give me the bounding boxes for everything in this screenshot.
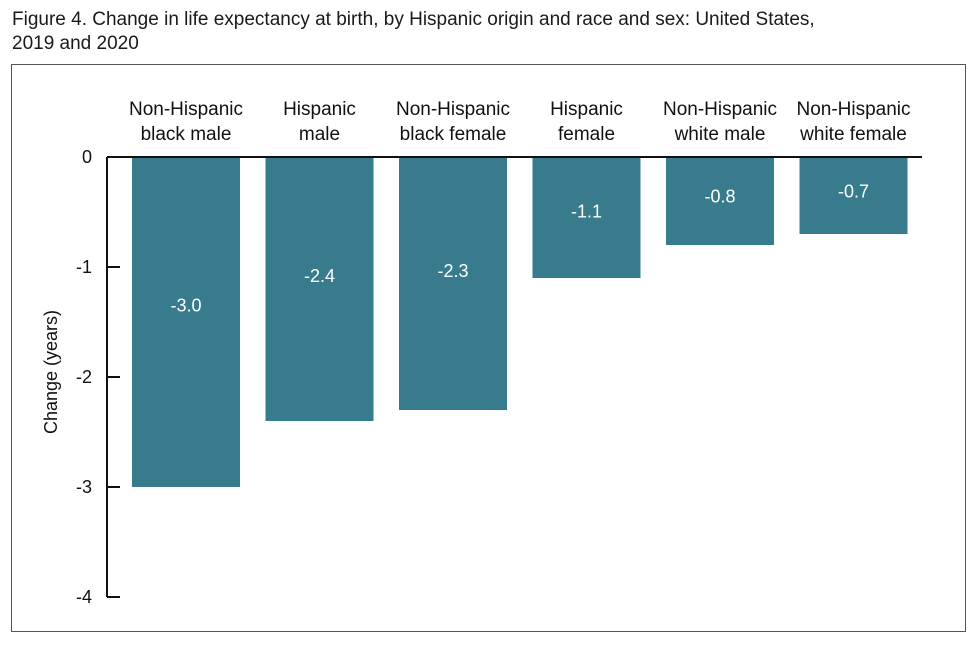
bars-group	[132, 157, 908, 487]
category-label: white male	[674, 124, 766, 145]
bar	[399, 157, 507, 410]
data-label: -2.4	[304, 266, 335, 286]
y-tick-label: -2	[76, 367, 92, 387]
data-label: -0.7	[838, 182, 869, 202]
data-label: -1.1	[571, 201, 602, 221]
category-label: black male	[141, 124, 232, 145]
y-tick-label: -1	[76, 257, 92, 277]
bar	[666, 157, 774, 245]
bar	[799, 157, 908, 234]
labels-group: -3.0 Non-Hispanic black male -2.4 Hispanic ma…	[129, 99, 911, 316]
bar	[265, 157, 374, 421]
category-label: white female	[799, 124, 907, 145]
bar	[532, 157, 641, 278]
category-label: female	[558, 124, 615, 145]
figure-title: Figure 4. Change in life expectancy at b…	[12, 8, 962, 56]
category-label: black female	[400, 124, 507, 145]
y-tick-label: -3	[76, 477, 92, 497]
category-label: Non-Hispanic	[663, 99, 777, 120]
figure-title-line-1: Figure 4. Change in life expectancy at b…	[12, 9, 815, 30]
y-axis: 0 -1 -2 -3 -4 Change (years)	[41, 147, 922, 607]
category-label: male	[299, 124, 340, 145]
bar	[132, 157, 240, 487]
data-label: -0.8	[704, 187, 735, 207]
data-label: -2.3	[437, 261, 468, 281]
category-label: Non-Hispanic	[129, 99, 243, 120]
category-label: Non-Hispanic	[796, 99, 910, 120]
category-label: Hispanic	[550, 99, 623, 120]
category-label: Hispanic	[283, 99, 356, 120]
y-tick-label: -4	[76, 587, 92, 607]
y-axis-title: Change (years)	[41, 310, 61, 434]
y-tick-label: 0	[82, 147, 92, 167]
data-label: -3.0	[170, 296, 201, 316]
chart-frame	[11, 64, 966, 632]
category-label: Non-Hispanic	[396, 99, 510, 120]
figure-title-line-2: 2019 and 2020	[12, 33, 139, 54]
